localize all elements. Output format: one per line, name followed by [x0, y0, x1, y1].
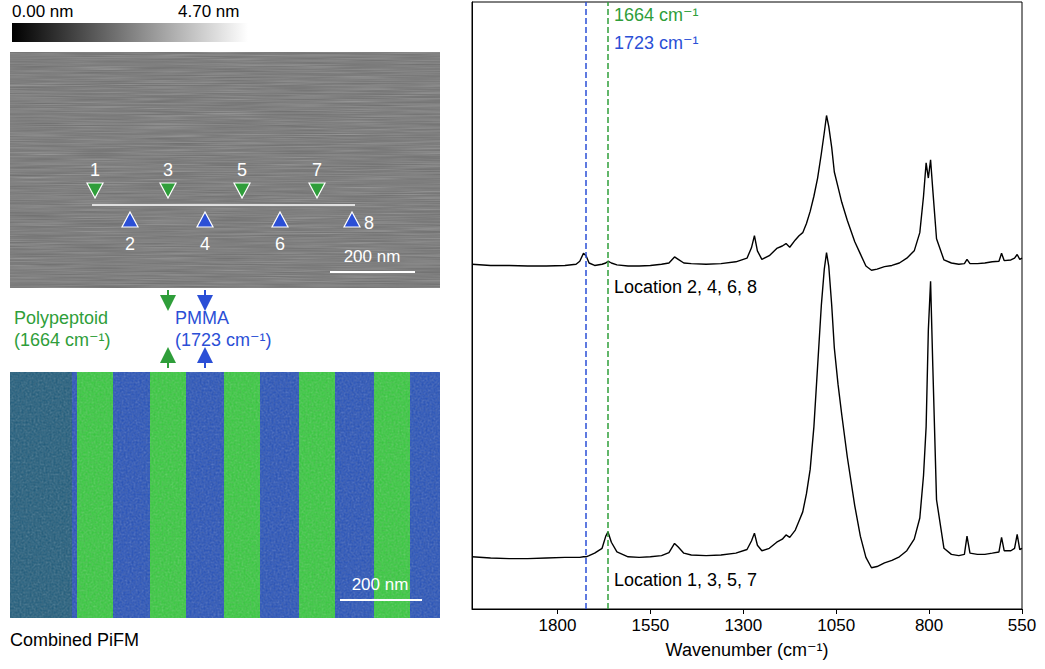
svg-text:0.00 nm: 0.00 nm [12, 2, 73, 21]
svg-text:Location 2, 4, 6, 8: Location 2, 4, 6, 8 [614, 277, 757, 297]
svg-text:Combined PiFM: Combined PiFM [10, 630, 139, 650]
svg-text:(1664 cm⁻¹): (1664 cm⁻¹) [14, 330, 111, 350]
svg-text:1723 cm⁻¹: 1723 cm⁻¹ [614, 33, 699, 53]
svg-text:200 nm: 200 nm [344, 247, 401, 266]
svg-text:800: 800 [915, 616, 943, 635]
svg-text:Wavenumber (cm⁻¹): Wavenumber (cm⁻¹) [666, 640, 829, 660]
svg-text:6: 6 [275, 234, 285, 254]
svg-text:4: 4 [200, 234, 210, 254]
svg-text:1: 1 [90, 160, 100, 180]
svg-text:550: 550 [1008, 616, 1036, 635]
svg-text:Polypeptoid: Polypeptoid [14, 308, 108, 328]
svg-text:2: 2 [125, 234, 135, 254]
svg-text:1050: 1050 [817, 616, 855, 635]
svg-text:8: 8 [364, 213, 374, 233]
svg-text:Location 1, 3, 5, 7: Location 1, 3, 5, 7 [614, 570, 757, 590]
svg-text:1800: 1800 [539, 616, 577, 635]
svg-text:4.70 nm: 4.70 nm [178, 2, 239, 21]
svg-text:200 nm: 200 nm [352, 575, 409, 594]
svg-text:1550: 1550 [631, 616, 669, 635]
svg-text:7: 7 [312, 160, 322, 180]
svg-text:3: 3 [163, 160, 173, 180]
svg-text:1664 cm⁻¹: 1664 cm⁻¹ [614, 5, 699, 25]
svg-text:(1723 cm⁻¹): (1723 cm⁻¹) [175, 330, 272, 350]
svg-text:5: 5 [237, 160, 247, 180]
svg-text:1300: 1300 [724, 616, 762, 635]
svg-text:PMMA: PMMA [175, 308, 229, 328]
